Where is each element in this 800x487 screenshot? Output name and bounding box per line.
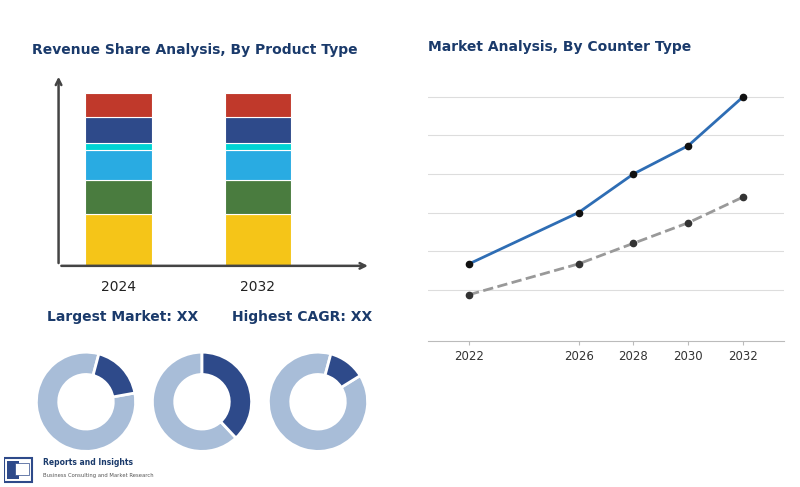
Bar [225, 117, 291, 143]
FancyBboxPatch shape [6, 461, 19, 479]
Bar [225, 93, 291, 117]
FancyBboxPatch shape [4, 458, 32, 482]
Bar [85, 180, 151, 214]
Bar [85, 117, 151, 143]
Text: Market Analysis, By Counter Type: Market Analysis, By Counter Type [428, 40, 691, 55]
FancyBboxPatch shape [14, 463, 29, 475]
Bar [85, 93, 151, 117]
Wedge shape [153, 352, 236, 451]
Bar [85, 150, 151, 180]
Bar [225, 150, 291, 180]
Bar [85, 143, 151, 150]
Wedge shape [202, 352, 251, 438]
Bar [225, 180, 291, 214]
Bar [225, 143, 291, 150]
Text: Largest Market: XX: Largest Market: XX [47, 310, 198, 323]
Text: Business Consulting and Market Research: Business Consulting and Market Research [42, 472, 154, 478]
Text: Revenue Share Analysis, By Product Type: Revenue Share Analysis, By Product Type [32, 43, 358, 57]
Wedge shape [37, 352, 135, 451]
Text: Highest CAGR: XX: Highest CAGR: XX [232, 310, 372, 323]
Wedge shape [93, 354, 135, 397]
Bar [85, 214, 151, 266]
Bar [225, 214, 291, 266]
Wedge shape [325, 354, 360, 387]
Wedge shape [269, 352, 367, 451]
Text: GLOBAL CURRENCY COUNTING MACHINE MARKET SEGMENT ANALYSIS: GLOBAL CURRENCY COUNTING MACHINE MARKET … [10, 18, 587, 33]
Text: Reports and Insights: Reports and Insights [42, 458, 133, 467]
